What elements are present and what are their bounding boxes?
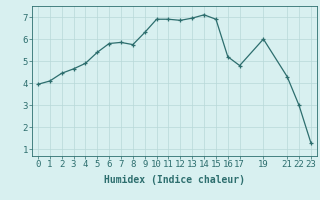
X-axis label: Humidex (Indice chaleur): Humidex (Indice chaleur) xyxy=(104,175,245,185)
